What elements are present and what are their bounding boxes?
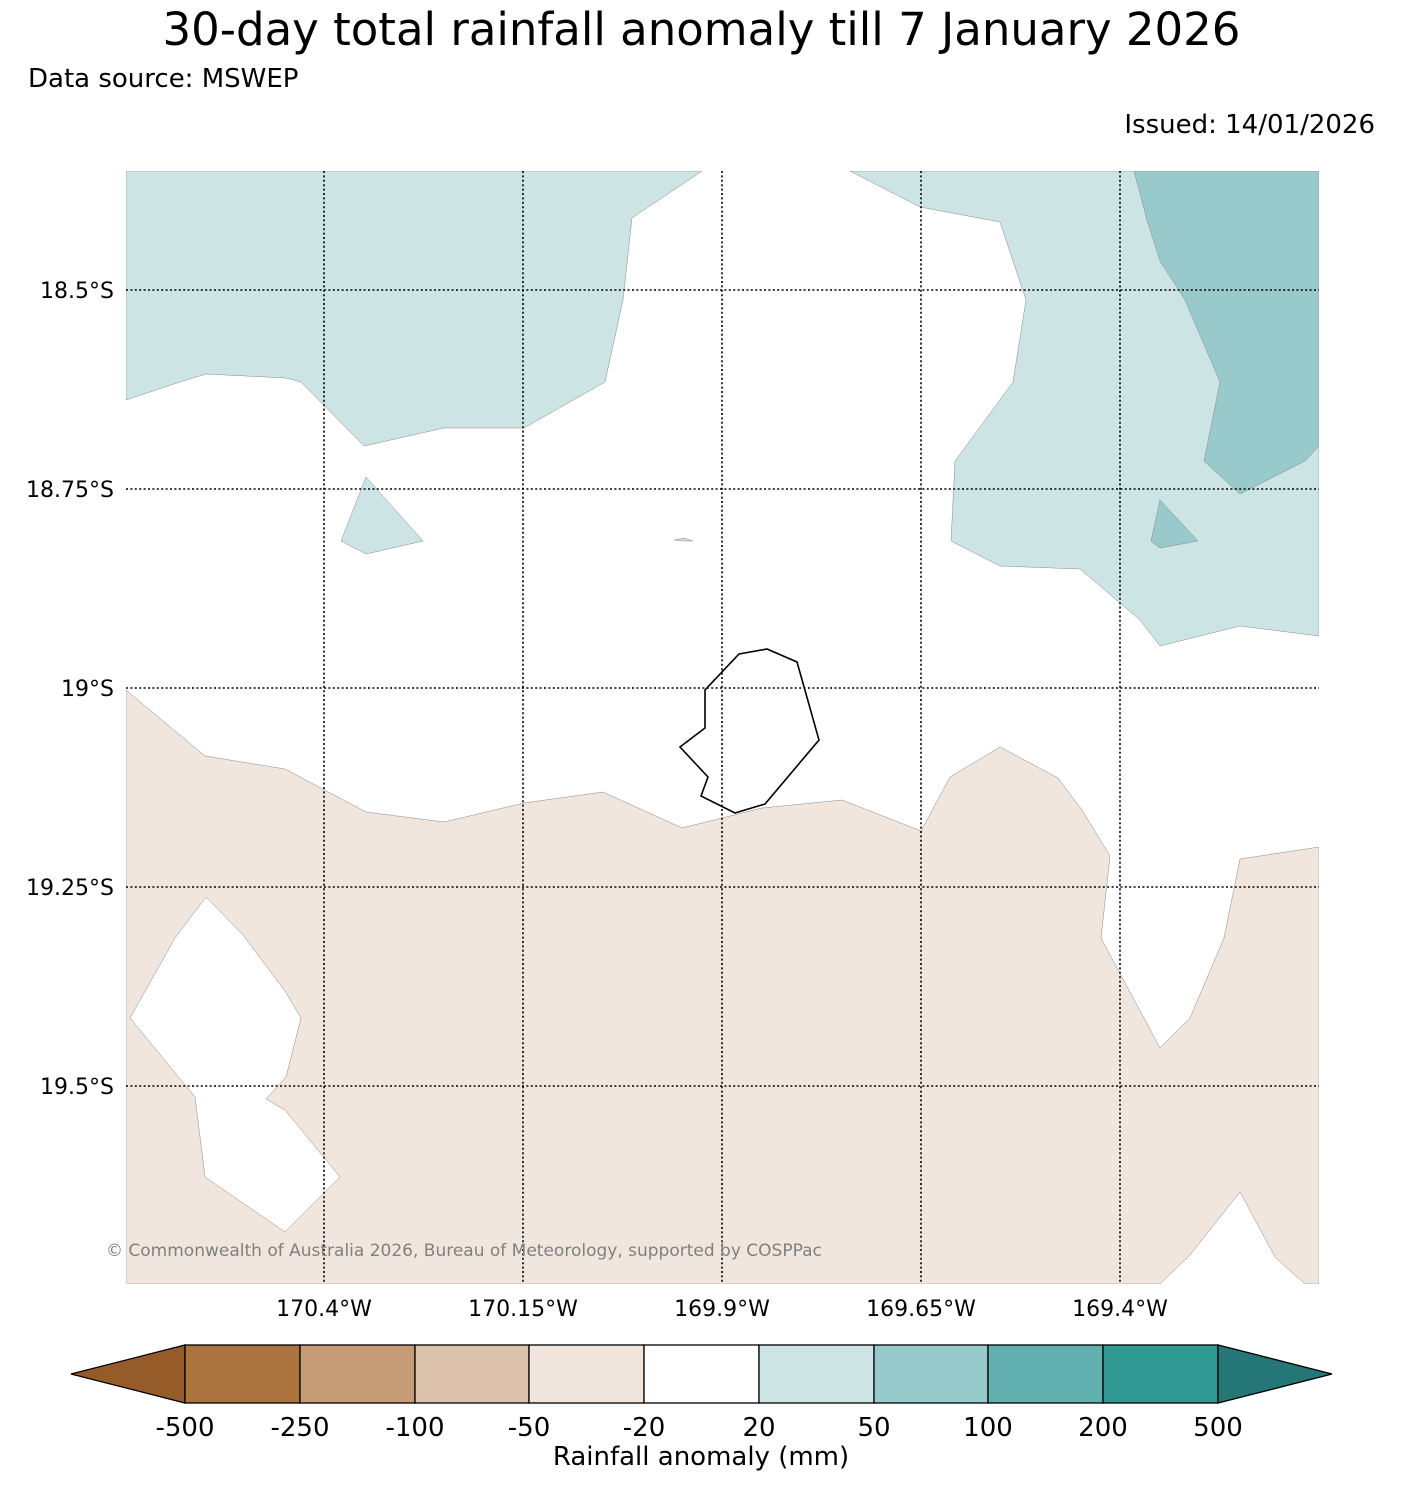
colorbar-extend-high — [1217, 1344, 1333, 1404]
colorbar-bin — [758, 1344, 875, 1404]
colorbar-bin — [987, 1344, 1104, 1404]
lat-label: 18.75°S — [26, 478, 114, 503]
colorbar-tick-label: -500 — [155, 1413, 214, 1443]
lat-label: 19°S — [61, 677, 114, 702]
colorbar-tick-label: 50 — [857, 1413, 890, 1443]
map-title: 30-day total rainfall anomaly till 7 Jan… — [162, 3, 1241, 56]
anomaly-region-20-50 — [126, 171, 703, 447]
map-area — [126, 171, 1319, 1284]
lon-label: 169.9°W — [674, 1297, 770, 1322]
colorbar-tick-label: -250 — [270, 1413, 329, 1443]
colorbar — [70, 1344, 1333, 1404]
colorbar-extend-low — [70, 1344, 186, 1404]
colorbar-title: Rainfall anomaly (mm) — [553, 1442, 849, 1472]
colorbar-bin — [1102, 1344, 1219, 1404]
lat-label: 18.5°S — [40, 279, 114, 304]
data-source: Data source: MSWEP — [28, 64, 299, 94]
anomaly-region-50-100 — [1133, 171, 1319, 495]
colorbar-bin — [873, 1344, 989, 1404]
lon-label: 169.65°W — [866, 1297, 976, 1322]
colorbar-tick-label: 20 — [742, 1413, 775, 1443]
colorbar-tick-label: 100 — [963, 1413, 1013, 1443]
anomaly-region-near-normal — [129, 896, 341, 1233]
colorbar-tick-label: -50 — [508, 1413, 550, 1443]
lon-label: 170.15°W — [468, 1297, 578, 1322]
colorbar-tick-label: 200 — [1078, 1413, 1128, 1443]
anomaly-region-20-50 — [340, 476, 424, 555]
lon-label: 170.4°W — [276, 1297, 372, 1322]
copyright-notice: © Commonwealth of Australia 2026, Bureau… — [106, 1241, 822, 1261]
issued-date: Issued: 14/01/2026 — [1124, 110, 1375, 140]
niue-island-outline — [678, 648, 820, 814]
anomaly-region-20-50 — [673, 537, 694, 542]
colorbar-bin — [643, 1344, 760, 1404]
longitude-labels: 170.4°W 170.15°W 169.9°W 169.65°W 169.4°… — [276, 1297, 1168, 1322]
lon-label: 169.4°W — [1072, 1297, 1168, 1322]
colorbar-tick-label: -20 — [623, 1413, 665, 1443]
colorbar-bin — [528, 1344, 645, 1404]
anomaly-region-50-100 — [1150, 499, 1199, 549]
colorbar-bin — [184, 1344, 301, 1404]
colorbar-bin — [299, 1344, 416, 1404]
colorbar-tick-label: 500 — [1193, 1413, 1243, 1443]
lat-label: 19.5°S — [40, 1075, 114, 1100]
colorbar-tick-label: -100 — [385, 1413, 444, 1443]
lat-label: 19.25°S — [26, 876, 114, 901]
graticule — [126, 171, 1319, 1284]
colorbar-ticks: -500 -250 -100 -50 -20 20 50 100 200 500 — [155, 1413, 1242, 1443]
colorbar-bin — [414, 1344, 530, 1404]
latitude-labels: 18.5°S 18.75°S 19°S 19.25°S 19.5°S — [26, 279, 114, 1100]
